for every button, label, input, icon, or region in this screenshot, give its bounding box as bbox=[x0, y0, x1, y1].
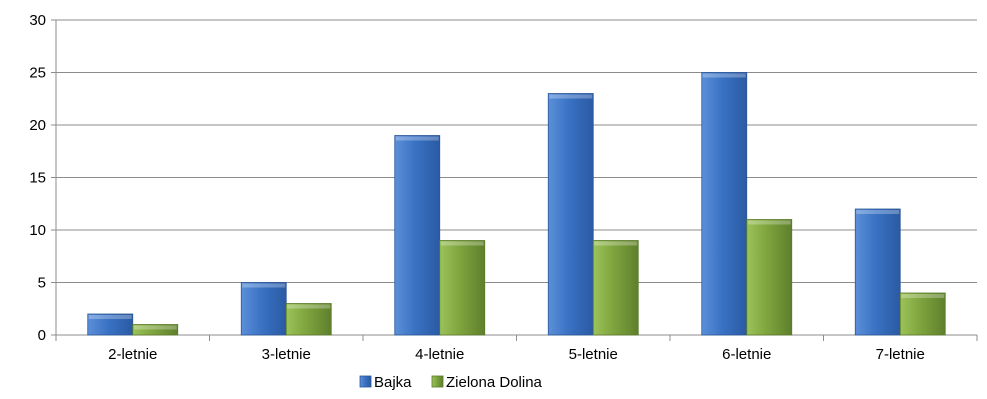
bar-body bbox=[285, 303, 332, 336]
bar-zielona-dolina-4-letnie bbox=[439, 240, 486, 336]
bar-bajka-4-letnie bbox=[394, 135, 441, 336]
bar-bevel bbox=[901, 294, 945, 298]
bar-zielona-dolina-7-letnie bbox=[899, 292, 946, 336]
legend-swatch bbox=[431, 375, 444, 388]
legend-swatch bbox=[359, 375, 372, 388]
legend-item-zielona-dolina: Zielona Dolina bbox=[431, 374, 543, 391]
bar-zielona-dolina-2-letnie bbox=[132, 324, 179, 336]
bar-bevel bbox=[440, 241, 484, 246]
bar-bevel bbox=[133, 325, 177, 330]
axis-labels: 0 5 10 15 20 25 30 2-letnie 3-letnie 4-letnie 5-le… bbox=[29, 12, 925, 363]
y-tick-label: 5 bbox=[38, 275, 46, 292]
legend-label: Bajka bbox=[374, 374, 412, 391]
y-tick-label: 10 bbox=[29, 222, 46, 239]
bar-bajka-5-letnie bbox=[547, 93, 594, 336]
gridlines bbox=[56, 19, 977, 283]
y-tick-label: 20 bbox=[29, 117, 46, 134]
x-category-label: 5-letnie bbox=[569, 346, 618, 363]
bar-bevel bbox=[856, 210, 900, 214]
bar-zielona-dolina-3-letnie bbox=[285, 303, 332, 336]
x-category-label: 6-letnie bbox=[722, 346, 771, 363]
axes bbox=[51, 19, 978, 341]
bar-bevel bbox=[395, 136, 439, 141]
bar-body bbox=[547, 93, 594, 336]
legend-label: Zielona Dolina bbox=[446, 374, 543, 391]
bar-body bbox=[439, 240, 486, 336]
bar-body bbox=[854, 208, 901, 336]
legend: Bajka Zielona Dolina bbox=[359, 374, 543, 391]
bars bbox=[87, 72, 946, 336]
bar-bajka-2-letnie bbox=[87, 313, 134, 336]
bar-body bbox=[132, 324, 179, 336]
y-tick-label: 0 bbox=[38, 327, 46, 344]
y-tick-label: 15 bbox=[29, 170, 46, 187]
x-category-label: 7-letnie bbox=[876, 346, 925, 363]
bar-zielona-dolina-5-letnie bbox=[592, 240, 639, 336]
bar-body bbox=[899, 292, 946, 336]
x-category-label: 3-letnie bbox=[262, 346, 311, 363]
bar-bajka-3-letnie bbox=[240, 282, 287, 336]
bar-bevel bbox=[88, 315, 132, 319]
bar-bevel bbox=[287, 304, 331, 309]
bar-body bbox=[394, 135, 441, 336]
bar-bevel bbox=[594, 241, 638, 246]
bar-body bbox=[746, 219, 793, 336]
bar-body bbox=[592, 240, 639, 336]
bar-body bbox=[240, 282, 287, 336]
bar-bevel bbox=[702, 73, 746, 78]
bar-body bbox=[701, 72, 748, 336]
bar-bevel bbox=[549, 94, 593, 99]
legend-item-bajka: Bajka bbox=[359, 374, 412, 391]
bar-bajka-7-letnie bbox=[854, 208, 901, 336]
y-tick-label: 25 bbox=[29, 65, 46, 82]
bar-bevel bbox=[242, 283, 286, 288]
bar-bajka-6-letnie bbox=[701, 72, 748, 336]
x-category-label: 2-letnie bbox=[108, 346, 157, 363]
bar-zielona-dolina-6-letnie bbox=[746, 219, 793, 336]
x-category-label: 4-letnie bbox=[415, 346, 464, 363]
bar-bevel bbox=[747, 220, 791, 225]
y-tick-label: 30 bbox=[29, 12, 46, 29]
